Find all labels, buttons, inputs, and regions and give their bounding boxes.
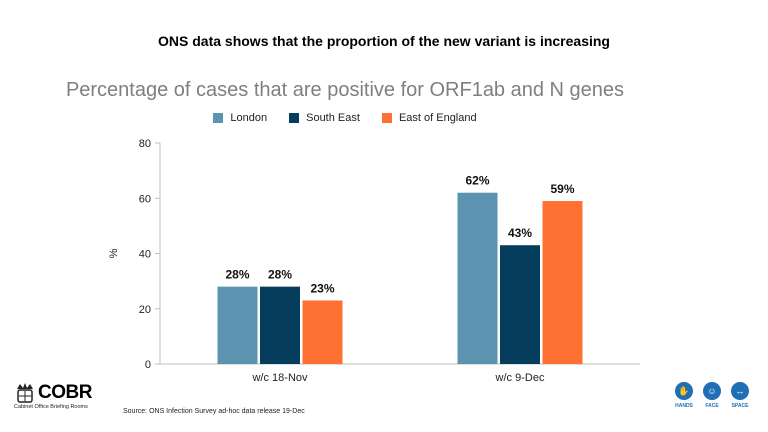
data-label: 23% — [310, 281, 334, 295]
bar — [542, 201, 583, 364]
legend-swatch-london — [213, 113, 224, 123]
hands-badge: ✋ HANDS — [672, 382, 696, 409]
x-tick-label: w/c 18-Nov — [251, 372, 308, 384]
face-label: FACE — [705, 403, 719, 409]
hands-icon: ✋ — [675, 382, 693, 400]
source-note: Source: ONS Infection Survey ad-hoc data… — [123, 408, 305, 415]
y-tick-label: 20 — [139, 304, 151, 316]
data-label: 28% — [225, 268, 249, 282]
legend-item-east-of-england: East of England — [381, 112, 477, 124]
space-badge: ↔ SPACE — [728, 382, 752, 409]
headline: ONS data shows that the proportion of th… — [158, 33, 610, 49]
data-label: 28% — [268, 268, 292, 282]
bar — [457, 192, 498, 364]
legend-item-south-east: South East — [289, 112, 360, 124]
distance-icon: ↔ — [731, 382, 749, 400]
bar — [260, 286, 300, 364]
bar — [500, 245, 540, 364]
legend-item-london: London — [213, 112, 267, 124]
y-axis-label: % — [108, 248, 120, 258]
data-label: 59% — [550, 182, 574, 196]
logo-subtitle: Cabinet Office Briefing Rooms — [14, 404, 88, 410]
hands-label: HANDS — [675, 403, 693, 409]
bar — [302, 300, 343, 364]
royal-crest-icon — [17, 383, 33, 403]
legend-swatch-east-of-england — [381, 113, 392, 123]
face-mask-icon: ☺ — [703, 382, 721, 400]
legend-label-south-east: South East — [306, 112, 360, 124]
legend-label-london: London — [230, 112, 268, 124]
chart-title: Percentage of cases that are positive fo… — [65, 79, 625, 101]
x-tick-label: w/c 9-Dec — [495, 372, 545, 384]
y-tick-label: 60 — [139, 193, 151, 205]
bar — [217, 286, 258, 364]
legend-swatch-south-east — [289, 113, 300, 123]
data-label: 43% — [508, 226, 532, 240]
space-label: SPACE — [731, 403, 749, 409]
y-tick-label: 0 — [145, 359, 151, 371]
face-badge: ☺ FACE — [700, 382, 724, 409]
footer-icons: ✋ HANDS ☺ FACE ↔ SPACE — [672, 382, 752, 409]
chart-legend: London South East East of England — [0, 112, 690, 124]
y-tick-label: 80 — [139, 138, 151, 150]
legend-label-east-of-england: East of England — [398, 112, 477, 124]
logo-title: COBR — [38, 382, 92, 403]
data-label: 62% — [465, 174, 489, 188]
y-tick-label: 40 — [139, 249, 151, 261]
